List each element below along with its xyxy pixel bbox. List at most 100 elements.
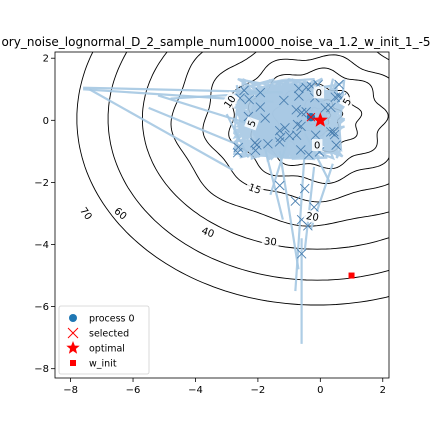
selected-marker-stroke (290, 196, 301, 206)
w-init-point (348, 272, 355, 279)
selected-marker-stroke (291, 104, 302, 115)
contour-label: 5 (244, 116, 260, 131)
contour-label-text: 5 (341, 97, 354, 108)
y-axis: 2 0 −2 −4 −6 −8 (34, 54, 55, 375)
x-axis: −8 −6 −4 −2 0 2 (63, 378, 386, 396)
selected-marker-stroke (263, 138, 273, 149)
selected-marker-stroke (274, 180, 285, 191)
selected-marker-stroke (304, 149, 314, 160)
chart-title: ory_noise_lognormal_D_2_sample_num10000_… (1, 35, 430, 49)
selected-marker-stroke (314, 147, 325, 157)
legend-square-icon (70, 360, 76, 366)
contour-label-background (244, 180, 265, 198)
selected-marker-stroke (243, 111, 254, 122)
selected-marker-stroke (326, 102, 336, 113)
selected-marker-stroke (280, 123, 290, 133)
selected-marker (232, 147, 243, 158)
contour-label-background (261, 234, 280, 249)
contour-label-background (110, 203, 131, 224)
selected-marker (292, 119, 303, 130)
trajectory-excursion (278, 151, 300, 270)
selected-marker (255, 102, 266, 112)
contour-label: 70 (76, 202, 96, 224)
contour-label-text: 0 (314, 141, 320, 152)
trajectory-excursion (157, 94, 259, 128)
selected-marker-stroke (250, 137, 260, 148)
selected-marker (333, 91, 344, 102)
contour-label-text: 15 (247, 182, 263, 197)
selected-marker (296, 107, 307, 118)
legend-label: optimal (89, 344, 125, 355)
selected-marker (309, 202, 319, 213)
contour-line (76, 52, 389, 306)
trajectory-excursion (303, 132, 331, 183)
selected-marker (291, 130, 302, 140)
selected-marker-stroke (292, 119, 303, 130)
x-tick-label: −8 (63, 385, 78, 396)
selected-marker-stroke (309, 202, 319, 213)
selected-marker (250, 137, 260, 148)
contour-label-background (76, 202, 96, 224)
selected-final-marker (306, 112, 316, 122)
contour-line (202, 52, 389, 203)
contour-label-text: 20 (305, 211, 319, 224)
trajectory-excursion (170, 91, 274, 100)
selected-marker (304, 149, 314, 160)
selected-marker (291, 104, 302, 115)
selected-marker-stroke (250, 145, 261, 156)
y-tick-label: −2 (34, 178, 49, 189)
legend-label: selected (89, 329, 129, 340)
selected-marker-stroke (299, 183, 310, 194)
selected-marker-stroke (331, 140, 341, 150)
selected-marker (296, 121, 306, 132)
y-tick-label: −6 (34, 302, 49, 313)
contour-label-background (197, 223, 219, 241)
selected-marker-stroke (329, 129, 340, 140)
contour-label: 15 (244, 180, 265, 198)
selected-marker-stroke (244, 94, 255, 105)
selected-marker-stroke (326, 127, 336, 137)
selected-marker-stroke (291, 130, 302, 140)
selected-marker-stroke (279, 95, 289, 106)
selected-marker (295, 145, 306, 155)
trajectory-excursion (148, 106, 240, 147)
selected-marker (331, 140, 341, 150)
contour-label-text: 40 (200, 226, 216, 241)
selected-marker-stroke (303, 221, 313, 231)
contour-label-background (244, 116, 260, 131)
contour-label: 60 (110, 203, 131, 224)
legend-x-icon (67, 327, 79, 339)
legend-label: process 0 (89, 314, 135, 325)
x-tick-label: 2 (380, 385, 386, 396)
selected-marker (293, 83, 304, 94)
selected-marker (328, 126, 339, 137)
contour-label: 0 (311, 139, 323, 152)
selected-marker-stroke (274, 137, 285, 147)
special-points (306, 112, 355, 279)
legend-circle-icon (69, 314, 77, 322)
trajectory-excursion (269, 135, 291, 196)
selected-marker (334, 79, 344, 90)
selected-marker (274, 137, 285, 147)
x-tick-label: 0 (317, 385, 323, 396)
selected-marker (239, 85, 249, 96)
contour-label: 30 (261, 234, 280, 249)
contour-label-background (339, 94, 355, 110)
selected-marker-stroke (294, 91, 304, 101)
selected-marker-stroke (293, 83, 304, 94)
y-tick-label: −8 (34, 364, 49, 375)
contour-label: 20 (303, 209, 322, 224)
contour-label-background (311, 139, 323, 152)
legend-box (58, 305, 150, 375)
selected-marker (280, 123, 290, 133)
x-tick-label: −2 (251, 385, 266, 396)
selected-marker-stroke (232, 147, 243, 158)
selected-marker (263, 138, 273, 149)
trajectory (83, 77, 346, 344)
selected-marker (326, 102, 336, 113)
contour-label-text: 0 (316, 88, 322, 99)
selected-marker (260, 113, 270, 123)
